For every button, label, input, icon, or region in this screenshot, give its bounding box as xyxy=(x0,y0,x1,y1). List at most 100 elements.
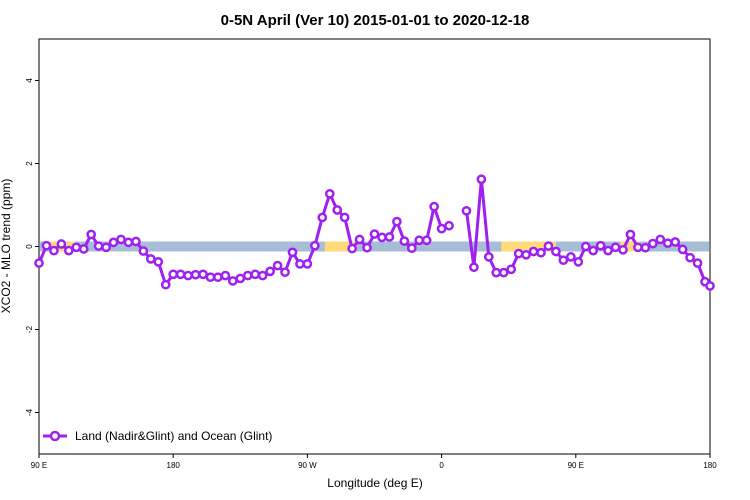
data-point xyxy=(647,238,658,249)
ocean-band-segment xyxy=(620,241,641,252)
data-point xyxy=(101,242,111,253)
data-point xyxy=(414,235,425,246)
data-point xyxy=(235,273,246,284)
x-tick-label: 90 W xyxy=(298,461,317,470)
x-axis-label: Longitude (deg E) xyxy=(327,476,422,490)
data-point xyxy=(287,247,298,258)
data-point xyxy=(670,237,681,247)
data-point xyxy=(49,245,59,256)
data-point xyxy=(362,242,372,253)
y-tick-label: 2 xyxy=(25,161,34,166)
data-point xyxy=(469,262,479,273)
data-point xyxy=(677,244,688,255)
data-point xyxy=(198,269,208,280)
data-point xyxy=(347,243,357,254)
data-point xyxy=(71,242,82,253)
data-point xyxy=(521,249,531,260)
data-point xyxy=(633,242,643,253)
data-point xyxy=(705,281,715,291)
data-point xyxy=(175,269,186,280)
data-point xyxy=(543,241,554,251)
data-point xyxy=(476,174,487,185)
data-point xyxy=(640,242,651,253)
y-axis-label: XCO2 - MLO trend (ppm) xyxy=(0,179,13,314)
y-tick-label: -2 xyxy=(25,325,34,333)
x-tick-label: 0 xyxy=(439,461,444,470)
legend-label: Land (Nadir&Glint) and Ocean (Glint) xyxy=(75,429,272,443)
data-point xyxy=(369,229,380,239)
data-point xyxy=(384,232,395,242)
data-point xyxy=(625,229,636,240)
data-point xyxy=(610,242,621,253)
data-point xyxy=(429,201,439,212)
data-point xyxy=(272,260,283,271)
x-tick-label: 90 E xyxy=(568,461,584,470)
data-point xyxy=(123,237,134,248)
y-tick-label: -4 xyxy=(25,408,34,416)
y-tick-label: 0 xyxy=(25,244,34,249)
data-point xyxy=(483,252,494,262)
data-point xyxy=(436,223,447,234)
legend: Land (Nadir&Glint) and Ocean (Glint) xyxy=(43,429,272,443)
data-point xyxy=(685,252,695,263)
data-point xyxy=(78,244,89,254)
data-point xyxy=(138,246,149,256)
data-point xyxy=(190,269,201,280)
data-point xyxy=(513,248,524,259)
data-point xyxy=(250,269,261,280)
data-point xyxy=(295,259,305,269)
data-point xyxy=(377,232,387,243)
data-point xyxy=(573,257,584,267)
data-point xyxy=(498,267,509,278)
data-point xyxy=(168,269,179,280)
data-point xyxy=(227,276,238,286)
data-point xyxy=(205,272,216,283)
y-axis: -4 -2 0 2 4 xyxy=(25,78,39,416)
data-point xyxy=(339,212,350,223)
data-point xyxy=(558,255,569,266)
data-point xyxy=(183,270,193,281)
ocean-band-segment xyxy=(324,241,358,252)
data-point xyxy=(655,234,666,245)
data-point xyxy=(406,243,417,254)
data-point xyxy=(160,279,171,290)
data-point xyxy=(93,241,104,251)
data-point xyxy=(551,246,561,257)
legend-marker-swatch xyxy=(49,430,61,442)
series-layer xyxy=(34,174,715,291)
data-point xyxy=(588,245,599,256)
data-point xyxy=(421,235,432,246)
data-point xyxy=(317,212,328,223)
data-point xyxy=(34,258,44,268)
data-point xyxy=(580,241,591,252)
data-point xyxy=(280,267,290,278)
data-point xyxy=(332,205,343,215)
data-point xyxy=(354,234,365,245)
data-point xyxy=(603,245,613,256)
data-point xyxy=(131,236,141,247)
data-point xyxy=(153,257,164,267)
data-point xyxy=(595,240,606,251)
x-tick-label: 180 xyxy=(167,461,181,470)
data-point xyxy=(242,270,253,281)
y-tick-label: 4 xyxy=(25,78,34,83)
data-point xyxy=(310,240,320,251)
data-point xyxy=(618,244,628,255)
data-point xyxy=(444,220,454,231)
x-tick-label: 90 E xyxy=(31,461,47,470)
x-axis: 90 E 180 90 W 0 90 E 180 xyxy=(31,454,717,470)
data-point xyxy=(662,238,673,249)
x-tick-label: 180 xyxy=(703,461,717,470)
data-point xyxy=(41,240,52,251)
data-point xyxy=(399,236,410,246)
ocean-band-segment xyxy=(501,241,556,252)
data-point xyxy=(528,246,539,257)
data-point xyxy=(565,252,576,262)
data-point xyxy=(506,264,517,275)
data-point xyxy=(692,258,703,268)
data-point xyxy=(257,270,268,281)
data-point xyxy=(63,245,74,256)
data-point xyxy=(392,216,402,227)
